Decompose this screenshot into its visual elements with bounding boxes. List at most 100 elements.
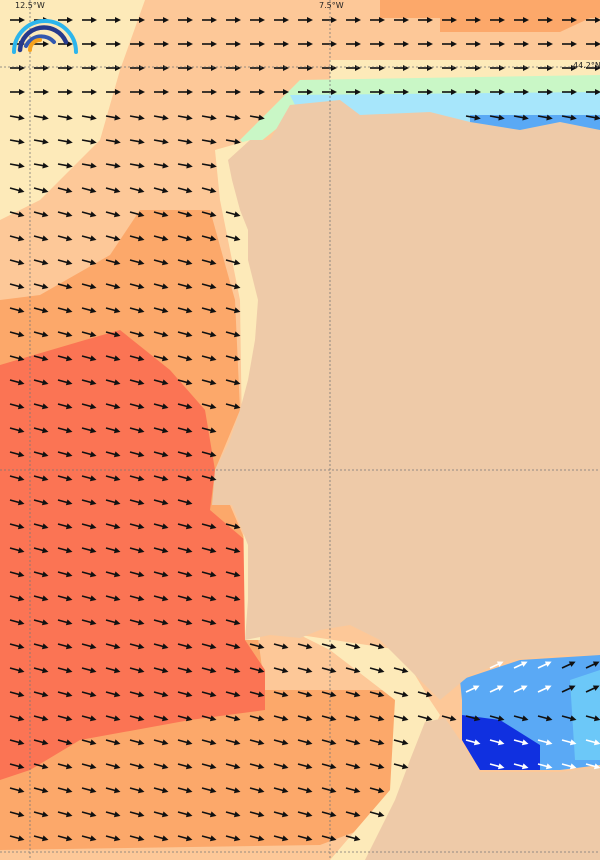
- wave-arrow: [33, 691, 49, 698]
- wave-arrow: [201, 547, 217, 554]
- wave-arrow: [33, 619, 49, 626]
- wave-arrow: [153, 138, 169, 145]
- wave-arrow: [105, 691, 121, 698]
- wave-arrow: [273, 715, 289, 722]
- wave-arrow: [9, 595, 25, 602]
- wave-arrow: [225, 307, 241, 314]
- wave-arrow: [130, 17, 145, 23]
- wave-arrow: [225, 643, 241, 650]
- wave-arrow: [58, 17, 73, 23]
- wave-arrow: [250, 17, 265, 23]
- wave-arrow: [489, 685, 504, 693]
- wave-arrow: [177, 547, 193, 554]
- wave-arrow: [81, 691, 97, 698]
- wave-arrow: [9, 283, 25, 290]
- wave-arrow: [201, 283, 217, 290]
- wave-arrow: [225, 571, 241, 578]
- wave-arrow: [33, 739, 49, 746]
- wave-arrow: [129, 835, 145, 842]
- wave-arrow: [9, 835, 25, 842]
- wave-arrow: [177, 259, 193, 266]
- wave-arrow: [57, 355, 73, 362]
- wave-arrow: [321, 811, 337, 818]
- wave-arrow: [201, 138, 217, 145]
- wave-arrow: [9, 475, 25, 482]
- wave-arrow: [321, 763, 337, 770]
- wave-arrow: [105, 331, 121, 338]
- wave-arrow: [177, 499, 193, 506]
- wave-arrow: [33, 427, 49, 434]
- wave-arrow: [153, 811, 169, 818]
- wave-arrow: [369, 667, 385, 674]
- wave-arrow: [201, 571, 217, 578]
- wave-arrow: [178, 41, 193, 47]
- wave-arrow: [201, 475, 217, 482]
- wave-arrow: [393, 667, 409, 674]
- wave-arrow: [9, 571, 25, 578]
- wave-arrow: [537, 763, 553, 770]
- wave-arrow: [9, 451, 25, 458]
- wave-arrow: [321, 643, 337, 650]
- wave-arrow: [537, 739, 553, 746]
- wave-arrow: [298, 89, 313, 95]
- wave-arrow: [57, 619, 73, 626]
- wave-arrow: [177, 403, 193, 410]
- wave-arrow: [321, 835, 337, 842]
- wave-arrow: [177, 379, 193, 386]
- wave-arrow: [177, 427, 193, 434]
- wave-arrow: [81, 451, 97, 458]
- wave-arrow: [442, 65, 457, 71]
- wave-arrow: [105, 403, 121, 410]
- wave-arrow: [82, 17, 97, 23]
- wave-arrow: [369, 691, 385, 698]
- wave-arrow: [177, 739, 193, 746]
- wave-arrow: [418, 17, 433, 23]
- wave-arrow: [562, 65, 577, 71]
- wave-arrow: [346, 17, 361, 23]
- wave-arrow: [129, 475, 145, 482]
- wave-arrow: [274, 41, 289, 47]
- wave-arrow: [201, 307, 217, 314]
- wave-arrow: [489, 715, 505, 722]
- wave-arrow: [345, 763, 361, 770]
- wave-arrow: [57, 499, 73, 506]
- wave-arrow: [297, 763, 313, 770]
- wave-arrow: [177, 715, 193, 722]
- wave-arrow: [298, 65, 313, 71]
- wave-arrow: [177, 571, 193, 578]
- wave-arrow: [81, 739, 97, 746]
- wave-arrow: [130, 41, 145, 47]
- wave-arrow: [57, 523, 73, 530]
- wave-arrow: [562, 41, 577, 47]
- wave-arrow: [466, 17, 481, 23]
- wave-arrow: [321, 667, 337, 674]
- wave-arrow: [297, 643, 313, 650]
- wave-arrow: [585, 739, 600, 746]
- wave-arrow: [154, 41, 169, 47]
- wave-arrow: [81, 571, 97, 578]
- wave-arrow: [201, 619, 217, 626]
- wave-arrow: [322, 89, 337, 95]
- wave-arrow: [129, 739, 145, 746]
- wave-arrow: [201, 691, 217, 698]
- wave-arrow: [81, 763, 97, 770]
- wave-arrow: [106, 89, 121, 95]
- wave-arrow: [105, 259, 121, 266]
- wave-arrow: [201, 211, 217, 218]
- wave-arrow: [81, 667, 97, 674]
- wave-arrow: [57, 691, 73, 698]
- wave-arrow: [106, 65, 121, 71]
- wave-arrow: [129, 283, 145, 290]
- red-orange-zone: [0, 330, 265, 780]
- wave-arrow: [81, 427, 97, 434]
- wave-arrow: [81, 307, 97, 314]
- wave-arrow: [33, 643, 49, 650]
- wave-arrow: [129, 211, 145, 218]
- wave-arrow: [225, 379, 241, 386]
- wave-arrow: [201, 403, 217, 410]
- lon-label-12-5w: 12.5°W: [15, 1, 45, 10]
- wave-arrow: [106, 41, 121, 47]
- wave-arrow: [81, 547, 97, 554]
- wave-arrow: [177, 283, 193, 290]
